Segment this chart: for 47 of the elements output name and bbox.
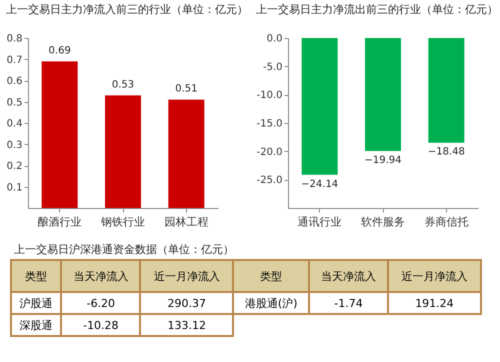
bar (42, 61, 78, 208)
bar (105, 95, 141, 208)
text: 290.37 (140, 292, 234, 314)
chart-title: 上一交易日主力净流出前三的行业（单位：亿元） (256, 3, 498, 16)
text: 当天净流入 (309, 260, 388, 292)
y-tick-label: -25.0 (256, 175, 282, 186)
text: -6.20 (61, 292, 140, 314)
text: -10.28 (61, 314, 140, 336)
bar (168, 100, 204, 208)
y-tick-label: -15.0 (256, 118, 282, 130)
x-tick-label: 钢铁行业 (100, 216, 145, 228)
text: -1.74 (309, 292, 388, 314)
text: 133.12 (140, 314, 234, 336)
y-tick-label: -10.0 (256, 90, 282, 102)
x-tick-label: 通讯行业 (298, 216, 342, 228)
y-tick-label: 0.5 (6, 97, 22, 108)
x-tick-label: 软件服务 (361, 216, 405, 228)
data-label: −24.14 (301, 178, 338, 190)
text: 深股通 (11, 314, 62, 336)
y-tick-label: 0.2 (6, 161, 22, 172)
y-tick-label: 0.4 (6, 118, 22, 130)
text: 近一月净流入 (140, 260, 234, 292)
data-label: −19.94 (364, 154, 402, 166)
text: 近一月净流入 (388, 260, 481, 292)
y-tick-label: 0.3 (6, 140, 22, 151)
y-tick-label: 0.7 (6, 54, 22, 66)
text: 类型 (11, 260, 62, 292)
y-tick-label: 0.8 (6, 34, 22, 44)
text: 191.24 (388, 292, 481, 314)
y-tick-label: 0.6 (6, 76, 22, 87)
x-tick-label: 园林工程 (164, 216, 208, 228)
x-tick-label: 券商信托 (424, 216, 468, 228)
y-tick-label: 0.0 (266, 34, 282, 44)
text: 上一交易日沪深港通资金数据（单位：亿元） (14, 242, 235, 257)
text: 当天净流入 (61, 260, 140, 292)
y-tick-label: 0.1 (6, 182, 22, 194)
text: 类型 (233, 260, 310, 292)
x-tick-label: 酿酒行业 (38, 216, 82, 228)
data-label: 0.53 (112, 79, 134, 90)
text: 港股通(沪) (233, 292, 310, 314)
data-label: −18.48 (428, 146, 465, 158)
data-label: 0.51 (175, 84, 198, 95)
y-tick-label: -5.0 (262, 62, 282, 73)
y-tick-label: -20.0 (256, 146, 282, 158)
text: 沪股通 (11, 292, 62, 314)
data-label: 0.69 (48, 45, 71, 56)
chart-title: 上一交易日主力净流入前三的行业（单位：亿元） (6, 3, 248, 16)
